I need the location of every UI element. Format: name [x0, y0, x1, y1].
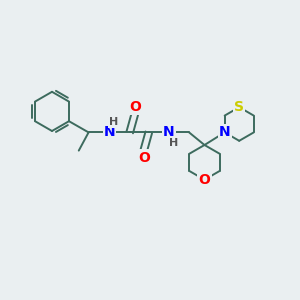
- Text: N: N: [163, 125, 175, 140]
- Text: N: N: [104, 125, 116, 140]
- Text: O: O: [129, 100, 141, 114]
- Text: O: O: [199, 173, 210, 187]
- Text: O: O: [138, 151, 150, 165]
- Text: H: H: [109, 117, 119, 127]
- Text: S: S: [234, 100, 244, 114]
- Text: N: N: [219, 125, 230, 140]
- Text: H: H: [169, 138, 178, 148]
